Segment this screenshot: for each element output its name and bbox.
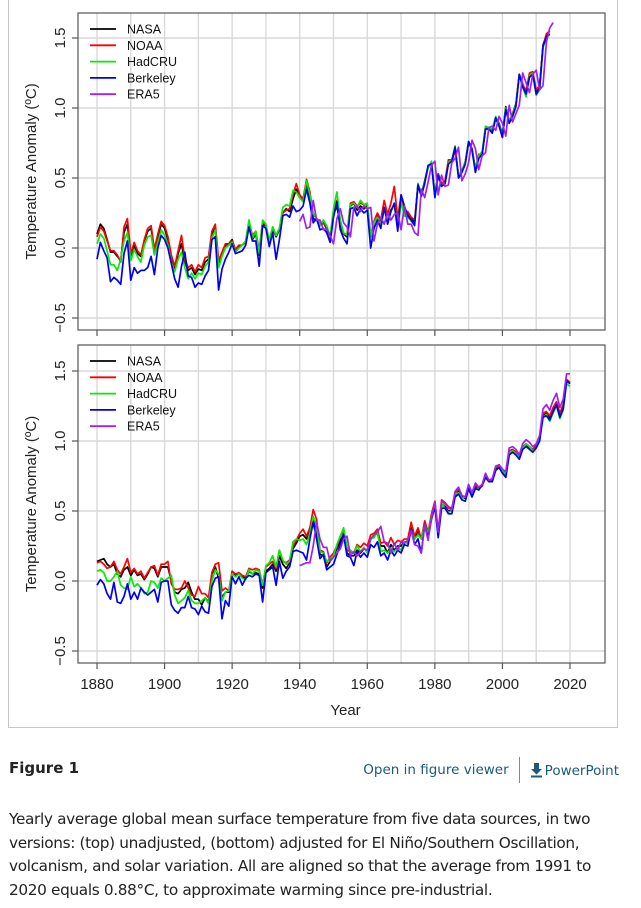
y-tick-label: 1.5 — [52, 361, 69, 382]
legend-label-noaa: NOAA — [127, 39, 163, 53]
legend-label-era5: ERA5 — [127, 420, 160, 434]
plot-area — [78, 13, 605, 330]
chart-panel-top: −0.5 0.0 0.5 1.0 1.5 Temperature Anomaly (ºC)… — [23, 12, 606, 336]
figure-caption-bar: Figure 1 Open in figure viewer PowerPoin… — [9, 756, 619, 784]
plot-frame — [77, 344, 606, 664]
plot-area — [78, 345, 605, 663]
y-axis-label: Temperature Anomaly (ºC) — [23, 416, 40, 592]
figure-caption: Yearly average global mean surface tempe… — [9, 810, 591, 899]
legend-label-hadcru: HadCRU — [127, 387, 177, 401]
y-tick-label: 0.5 — [52, 168, 69, 189]
y-tick-label: 0.0 — [52, 238, 69, 259]
legend: NASA NOAA HadCRU Berkeley ERA5 — [90, 355, 177, 434]
x-tick-label: 1900 — [148, 676, 181, 693]
y-tick-label: 1.0 — [52, 431, 69, 452]
legend-label-nasa: NASA — [127, 23, 162, 37]
legend-label-berkeley: Berkeley — [127, 71, 176, 85]
series-line-berkeley — [96, 379, 571, 620]
x-tick-label: 2000 — [486, 676, 519, 693]
download-icon — [530, 762, 542, 777]
y-tick-label: −0.5 — [52, 636, 69, 666]
figure-charts: −0.5 0.0 0.5 1.0 1.5 Temperature Anomaly (ºC)… — [23, 12, 606, 719]
series-line-era5 — [299, 372, 570, 567]
legend-label-berkeley: Berkeley — [127, 403, 176, 417]
y-tick-label: 0.5 — [52, 501, 69, 522]
open-in-figure-viewer-link[interactable]: Open in figure viewer — [363, 762, 509, 778]
x-tick-label: 1880 — [80, 676, 113, 693]
y-axis-label: Temperature Anomaly (ºC) — [23, 83, 40, 259]
y-tick-label: 0.0 — [52, 571, 69, 592]
powerpoint-label: PowerPoint — [544, 762, 619, 779]
figure-title: Figure 1 — [9, 759, 80, 777]
powerpoint-download-link[interactable]: PowerPoint — [530, 762, 619, 779]
series-line-era5 — [298, 22, 554, 245]
x-tick-label: 1920 — [215, 676, 248, 693]
y-tick-label: 1.0 — [52, 98, 69, 119]
legend-label-noaa: NOAA — [127, 371, 163, 385]
legend-label-nasa: NASA — [127, 355, 162, 369]
chart-panel-bottom: −0.5 0.0 0.5 1.0 1.5 Temperature Anomaly (ºC)… — [23, 344, 606, 719]
actions-divider — [518, 757, 520, 783]
x-tick-label: 1960 — [351, 676, 384, 693]
figure-actions: Open in figure viewer PowerPoint — [363, 756, 619, 784]
x-axis-label: Year — [330, 702, 360, 719]
plot-frame — [77, 12, 606, 331]
legend: NASA NOAA HadCRU Berkeley ERA5 — [90, 23, 177, 102]
x-tick-label: 1940 — [283, 676, 316, 693]
y-tick-label: −0.5 — [52, 303, 69, 333]
x-tick-label: 1980 — [418, 676, 451, 693]
legend-label-era5: ERA5 — [127, 88, 160, 102]
x-tick-label: 2020 — [553, 676, 586, 693]
legend-label-hadcru: HadCRU — [127, 55, 177, 69]
y-tick-label: 1.5 — [52, 28, 69, 49]
